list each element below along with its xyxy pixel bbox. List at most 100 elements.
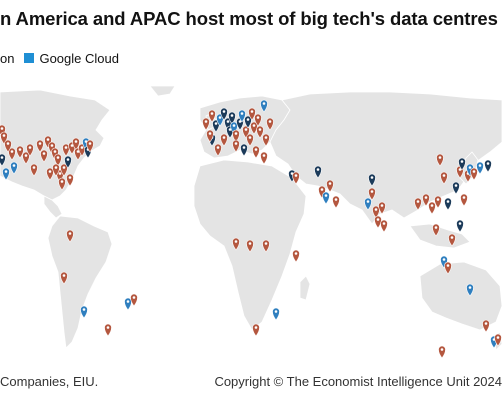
world-map-svg [0, 86, 502, 359]
map-pin-icon [444, 197, 452, 211]
map-pin-dot [468, 286, 472, 289]
map-pin-icon [80, 305, 88, 319]
map-pin-icon [438, 345, 446, 359]
map-pin-dot [46, 138, 50, 141]
map-pin-icon [322, 191, 330, 205]
map-pin-dot [294, 174, 298, 177]
map-pin-dot [222, 110, 226, 113]
map-pin-icon [440, 171, 448, 185]
map-pin-dot [222, 136, 226, 139]
map-pin-dot [2, 134, 6, 137]
map-pin-dot [18, 148, 22, 151]
map-pin-dot [250, 110, 254, 113]
map-pin-dot [254, 148, 258, 151]
map-pin-icon [124, 297, 132, 311]
map-pin-dot [424, 196, 428, 199]
map-pin-icon [22, 151, 30, 165]
map-pin-dot [0, 127, 4, 130]
legend-item-amazon: on [0, 51, 14, 66]
map-pin-dot [442, 258, 446, 261]
map-pin-icon [494, 333, 502, 347]
map-pin-dot [460, 160, 464, 163]
map-pin-dot [53, 150, 57, 153]
map-pin-icon [292, 171, 300, 185]
map-pin-icon [130, 293, 138, 307]
map-pin-icon [254, 113, 262, 127]
map-pin-icon [484, 159, 492, 173]
map-pin-icon [476, 161, 484, 175]
map-pin-dot [370, 176, 374, 179]
map-pin-dot [204, 120, 208, 123]
map-pin-dot [320, 188, 324, 191]
map-pin-dot [478, 164, 482, 167]
map-pin-icon [2, 167, 10, 181]
map-pin-dot [486, 162, 490, 165]
map-pin-dot [446, 264, 450, 267]
map-pin-icon [378, 201, 386, 215]
map-pin-icon [238, 109, 246, 123]
map-pin-dot [234, 142, 238, 145]
map-pin-dot [376, 218, 380, 221]
map-pin-dot [436, 198, 440, 201]
map-pin-dot [446, 200, 450, 203]
map-pin-icon [64, 155, 72, 169]
map-pin-dot [42, 152, 46, 155]
map-pin-dot [80, 146, 84, 149]
map-pin-dot [438, 156, 442, 159]
map-pin-icon [86, 139, 94, 153]
map-pin-icon [314, 165, 322, 179]
map-pin-dot [374, 208, 378, 211]
map-pin-icon [428, 201, 436, 215]
map-pin-dot [4, 170, 8, 173]
map-pin-dot [6, 142, 10, 145]
map-pin-icon [252, 145, 260, 159]
map-pin-icon [482, 319, 490, 333]
map-pin-icon [260, 151, 268, 165]
land-asia [269, 91, 502, 225]
map-pin-dot [484, 322, 488, 325]
map-pin-dot [252, 124, 256, 127]
map-pin-icon [380, 219, 388, 233]
map-pin-icon [40, 149, 48, 163]
map-pin-dot [256, 116, 260, 119]
map-pin-dot [32, 166, 36, 169]
map-pin-icon [434, 195, 442, 209]
map-pin-icon [458, 157, 466, 171]
map-pin-dot [88, 142, 92, 145]
map-pin-icon [422, 193, 430, 207]
map-pin-icon [368, 173, 376, 187]
map-pin-dot [324, 194, 328, 197]
legend-item-google-cloud: Google Cloud [24, 51, 119, 66]
map-pin-dot [274, 310, 278, 313]
map-pin-dot [246, 118, 250, 121]
map-pin-dot [126, 300, 130, 303]
map-pin-dot [248, 136, 252, 139]
map-pin-icon [36, 139, 44, 153]
copyright-note: Copyright © The Economist Intelligence U… [214, 374, 502, 389]
map-pin-dot [50, 144, 54, 147]
map-pin-dot [238, 120, 242, 123]
map-pin-icon [46, 167, 54, 181]
land-madagascar [299, 275, 311, 301]
map-pin-icon [414, 197, 422, 211]
map-pin-icon [58, 177, 66, 191]
map-pin-icon [16, 145, 24, 159]
map-pin-icon [246, 239, 254, 253]
map-pin-dot [244, 128, 248, 131]
map-pin-dot [76, 150, 80, 153]
map-pin-icon [368, 187, 376, 201]
map-pin-dot [496, 336, 500, 339]
map-pin-icon [54, 153, 62, 167]
map-pin-dot [82, 308, 86, 311]
map-pin-icon [260, 99, 268, 113]
map-pin-icon [448, 233, 456, 247]
map-pin-icon [52, 163, 60, 177]
map-pin-dot [328, 182, 332, 185]
map-pin-icon [60, 163, 68, 177]
footer: Companies, EIU. Copyright © The Economis… [0, 374, 502, 392]
map-pin-dot [210, 112, 214, 115]
map-pin-dot [54, 166, 58, 169]
map-pin-dot [258, 128, 262, 131]
map-pin-dot [214, 122, 218, 125]
map-pin-icon [66, 173, 74, 187]
